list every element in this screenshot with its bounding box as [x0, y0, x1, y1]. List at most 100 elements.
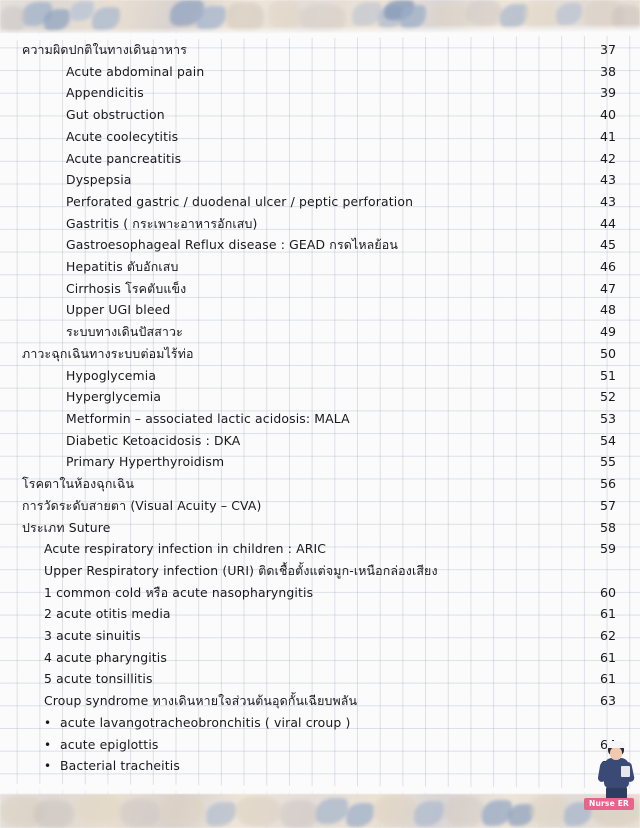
toc-entry[interactable]: Gastroesophageal Reflux disease : GEAD ก…: [0, 237, 640, 253]
toc-entry-label: Dyspepsia: [66, 172, 132, 188]
nurse-face: [610, 747, 622, 760]
toc-page-number: 61: [600, 649, 617, 665]
toc-entry-label: 3 acute sinuitis: [44, 628, 141, 644]
leaf-shape: [530, 795, 570, 825]
toc-page-number: 61: [600, 671, 617, 687]
toc-page-number: 47: [600, 280, 617, 296]
toc-entry[interactable]: 5 acute tonsillitis 61: [0, 673, 640, 686]
bullet-icon: •: [44, 715, 52, 730]
toc-entry[interactable]: 2 acute otitis media 61: [0, 606, 640, 622]
petal-shape: [508, 804, 534, 826]
toc-entry[interactable]: Cirrhosis โรคตับแข็ง 47: [0, 280, 640, 296]
petal-shape: [206, 802, 236, 826]
toc-entry-text: acute lavangotracheobronchitis ( viral c…: [60, 714, 351, 730]
toc-page-number: 39: [600, 85, 617, 101]
toc-entry-label: Acute abdominal pain: [66, 63, 205, 79]
toc-entry[interactable]: Croup syndrome ทางเดินหายใจส่วนต้นอุดกั้…: [0, 693, 640, 709]
toc-entry[interactable]: โรคตาในห้องฉุกเฉิน 56: [0, 476, 640, 492]
floral-border-bottom: [0, 794, 640, 828]
toc-page-number: 43: [600, 172, 617, 188]
leaf-shape: [280, 800, 318, 828]
toc-entry[interactable]: การวัดระดับสายตา (Visual Acuity – CVA) 57: [0, 497, 640, 513]
toc-entry[interactable]: Hypoglycemia 51: [0, 367, 640, 383]
toc-entry-label: Hepatitis ตับอักเสบ: [66, 259, 179, 275]
toc-page-number: 51: [600, 367, 617, 383]
toc-page-number: 62: [600, 628, 617, 644]
toc-entry-label: Acute coolecytitis: [66, 128, 179, 144]
toc-entry-label: Hyperglycemia: [66, 389, 162, 405]
nurse-character-icon: [594, 741, 638, 804]
toc-entry[interactable]: 1 common cold หรือ acute nasopharyngitis…: [0, 584, 640, 600]
toc-entry[interactable]: Primary Hyperthyroidism 55: [0, 454, 640, 470]
toc-entry[interactable]: Acute pancreatitis 42: [0, 150, 640, 166]
toc-entry-label: Acute pancreatitis: [66, 150, 182, 166]
toc-entry[interactable]: ประเภท Suture 58: [0, 519, 640, 535]
toc-entry-label: Perforated gastric / duodenal ulcer / pe…: [66, 193, 414, 209]
toc-page-number: 41: [600, 128, 617, 144]
leaf-shape: [160, 795, 204, 825]
clipboard-icon: [621, 766, 630, 777]
petal-shape: [44, 9, 70, 31]
leaf-shape: [236, 796, 280, 826]
toc-page-number: 56: [600, 476, 617, 492]
toc-entry[interactable]: Gastritis ( กระเพาะอาหารอักเสบ) 44: [0, 215, 640, 231]
toc-entry[interactable]: 4 acute pharyngitis 61: [0, 649, 640, 665]
toc-entry[interactable]: Acute respiratory infection in children …: [0, 541, 640, 557]
toc-entry[interactable]: 3 acute sinuitis 62: [0, 628, 640, 644]
toc-entry-label: • acute epiglottis: [0, 738, 600, 751]
toc-entry-label: 4 acute pharyngitis: [44, 649, 168, 665]
toc-entry-label: • acute lavangotracheobronchitis ( viral …: [0, 714, 600, 730]
toc-entry[interactable]: Upper Respiratory infection (URI) ติดเชื…: [0, 562, 640, 578]
bullet-icon: •: [44, 759, 52, 774]
toc-entry[interactable]: ระบบทางเดินปัสสาวะ 49: [0, 324, 640, 340]
toc-entry-label: Upper Respiratory infection (URI) ติดเชื…: [44, 562, 438, 578]
toc-page-number: 63: [600, 693, 617, 709]
toc-entry-label: ภาวะฉุกเฉินทางระบบต่อมไร้ท่อ: [22, 345, 194, 361]
petal-shape: [414, 801, 444, 826]
toc-entry[interactable]: Upper UGI bleed 48: [0, 304, 640, 317]
toc-page-number: 38: [600, 63, 617, 79]
leaf-shape: [374, 795, 416, 825]
toc-page-number: 46: [600, 259, 617, 275]
leaf-shape: [444, 796, 484, 826]
toc-entry[interactable]: ภาวะฉุกเฉินทางระบบต่อมไร้ท่อ 50: [0, 345, 640, 361]
toc-entry-label: Acute respiratory infection in children …: [44, 541, 327, 557]
toc-entry[interactable]: ความผิดปกติในทางเดินอาหาร 37: [0, 43, 640, 57]
toc-entry-label: Primary Hyperthyroidism: [66, 454, 225, 470]
toc-page-number: 53: [600, 411, 617, 426]
toc-entry[interactable]: •Bacterial tracheitis65: [0, 760, 640, 773]
toc-list: ความผิดปกติในทางเดินอาหาร 37 Acute abdomin…: [0, 38, 640, 790]
toc-page-number: 49: [600, 324, 617, 340]
toc-entry-label: Cirrhosis โรคตับแข็ง: [66, 280, 187, 296]
toc-entry[interactable]: Hepatitis ตับอักเสบ 46: [0, 259, 640, 275]
toc-page-number: 58: [600, 519, 617, 535]
toc-entry[interactable]: Dyspepsia 43: [0, 172, 640, 188]
toc-page-number: 61: [600, 606, 617, 622]
toc-page-number: 48: [600, 302, 617, 318]
toc-entry-label: Hypoglycemia: [66, 367, 157, 383]
toc-entry[interactable]: Appendicitis 39: [0, 85, 640, 101]
toc-entry-label: ประเภท Suture: [22, 519, 111, 535]
toc-entry-label: Gut obstruction: [66, 107, 165, 123]
leaf-shape: [34, 800, 74, 828]
toc-page-number: 55: [600, 454, 617, 470]
toc-page-number: 59: [600, 541, 617, 557]
petal-shape: [70, 1, 94, 21]
toc-entry-label: Gastroesophageal Reflux disease : GEAD ก…: [66, 237, 399, 253]
nurse-cap-icon: [607, 741, 625, 748]
toc-page-number: 60: [600, 584, 617, 600]
toc-entry-label: Diabetic Ketoacidosis : DKA: [66, 432, 241, 448]
toc-page-number: 57: [600, 497, 617, 513]
toc-page-number: 44: [600, 215, 617, 231]
toc-entry[interactable]: Metformin – associated lactic acidosis: …: [0, 411, 640, 426]
toc-entry[interactable]: Diabetic Ketoacidosis : DKA 54: [0, 432, 640, 448]
toc-entry[interactable]: Perforated gastric / duodenal ulcer / pe…: [0, 193, 640, 209]
toc-entry[interactable]: •acute epiglottis64: [0, 738, 640, 752]
toc-entry[interactable]: Hyperglycemia 52: [0, 389, 640, 405]
toc-entry[interactable]: • acute lavangotracheobronchitis ( viral …: [0, 714, 640, 730]
toc-entry-label: โรคตาในห้องฉุกเฉิน: [22, 476, 135, 492]
toc-entry[interactable]: Acute abdominal pain 38: [0, 63, 640, 79]
toc-entry[interactable]: Gut obstruction 40: [0, 107, 640, 123]
toc-entry[interactable]: Acute coolecytitis 41: [0, 128, 640, 144]
